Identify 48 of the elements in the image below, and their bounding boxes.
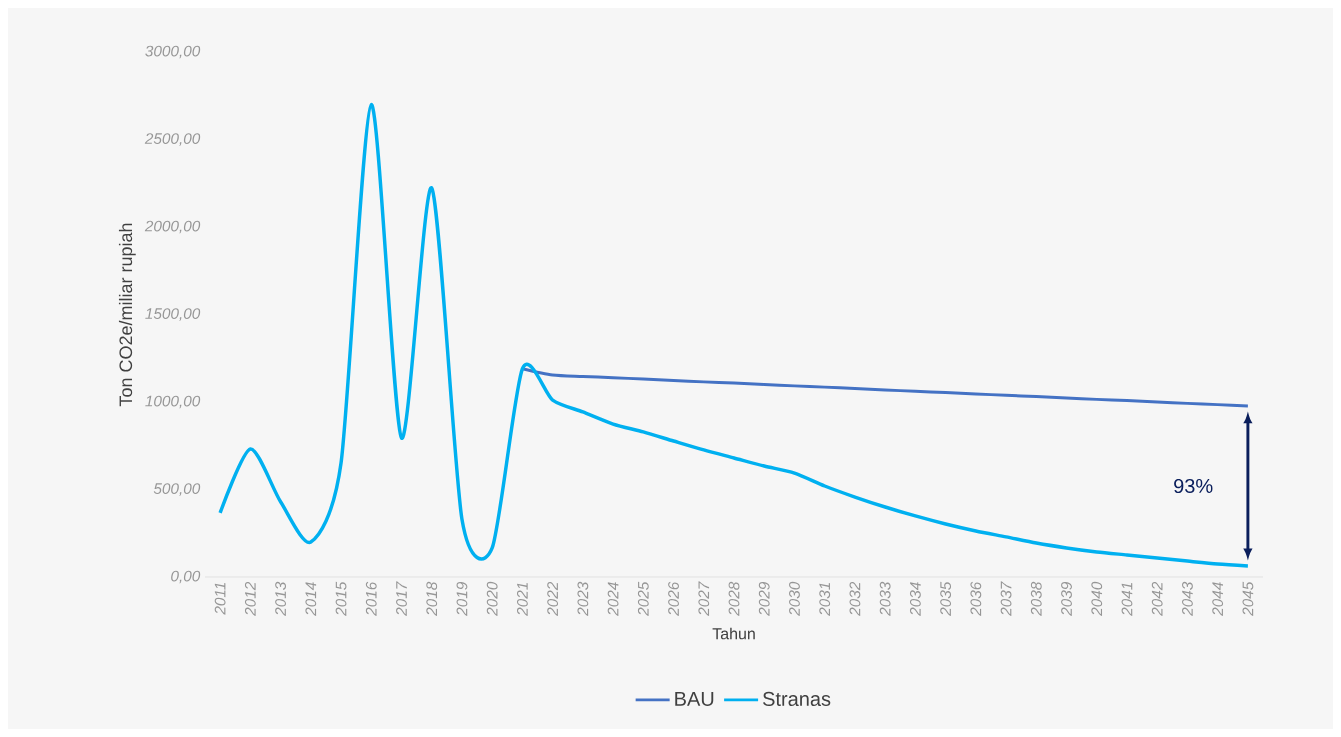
x-tick-label: 2042: [1151, 581, 1163, 616]
y-tick-label: 1500,00: [145, 308, 201, 321]
y-tick-label: 0,00: [171, 570, 201, 584]
x-tick-label: 2030: [789, 581, 800, 616]
x-tick-label: 2036: [970, 581, 982, 616]
x-tick-label: 2043: [1182, 581, 1193, 616]
x-tick-label: 2024: [607, 582, 619, 616]
x-tick-label: 2023: [577, 581, 589, 616]
x-tick-label: 2039: [1061, 582, 1072, 616]
x-tick-label: 2037: [1000, 581, 1012, 616]
y-axis-title: Ton CO2e/miliar rupiah: [118, 223, 136, 407]
y-tick-label: 2000,00: [144, 220, 201, 234]
legend-label: BAU: [675, 691, 714, 706]
x-tick-label: 2016: [365, 581, 377, 616]
x-tick-label: 2040: [1091, 581, 1103, 616]
x-tick-label: 2022: [547, 581, 559, 616]
y-tick-label: 3000,00: [145, 45, 201, 59]
x-tick-label: 2013: [275, 581, 286, 616]
x-tick-label: 2021: [516, 583, 528, 616]
x-tick-label: 2011: [214, 582, 226, 615]
x-tick-label: 2017: [396, 581, 407, 616]
x-tick-label: 2028: [728, 581, 740, 616]
x-tick-label: 2044: [1212, 582, 1224, 616]
x-tick-label: 2015: [335, 581, 347, 616]
x-tick-label: 2032: [849, 581, 861, 616]
x-tick-label: 2045: [1242, 581, 1254, 616]
line-series: [218, 102, 1250, 568]
x-tick-label: 2029: [758, 582, 770, 616]
y-tick-label: 1000,00: [145, 395, 201, 409]
x-tick-label: 2026: [668, 581, 679, 616]
x-tick-label: 2012: [244, 581, 256, 616]
legend-label: Stranas: [763, 691, 831, 706]
x-tick-label: 2019: [456, 582, 468, 616]
x-tick-label: 2035: [940, 581, 952, 616]
x-tick-label: 2034: [909, 582, 921, 616]
x-tick-label: 2020: [486, 581, 498, 616]
x-tick-label: 2018: [426, 581, 438, 616]
x-tick-label: 2025: [637, 581, 649, 616]
annotation: 93%: [1174, 478, 1213, 494]
x-tick-label: 2014: [305, 582, 317, 616]
x-tick-label: 2031: [819, 583, 831, 616]
x-tick-label: 2033: [879, 581, 891, 616]
x-tick-label: 2038: [1030, 581, 1042, 616]
y-tick-label: 500,00: [153, 483, 201, 496]
x-axis-title: Tahun: [712, 627, 755, 640]
y-tick-label: 2500,00: [144, 133, 201, 146]
x-tick-label: 2027: [698, 581, 710, 616]
x-tick-label: 2041: [1121, 583, 1133, 616]
